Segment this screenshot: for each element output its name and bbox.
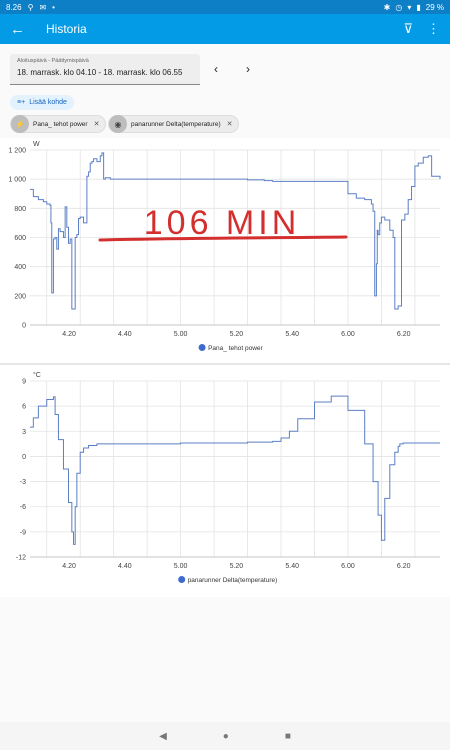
x-tick-label: 4.40 [118,563,132,570]
x-tick-label: 4.20 [62,331,76,338]
date-range-value: 18. marrask. klo 04.10 - 18. marrask. kl… [17,68,183,77]
legend-swatch[interactable] [178,576,186,583]
date-range-field[interactable]: Aloituspäivä - Päättymispäivä 18. marras… [10,54,200,85]
y-tick-label: 400 [14,264,26,271]
back-arrow-icon[interactable]: ← [10,20,25,38]
remove-chip-icon[interactable]: ✕ [93,121,100,128]
temperature-chart: °C -12 -9 -6 -3 0 3 6 9 4.20 4.40 5.00 5.20 5.40 6.00 6… [16,371,440,584]
y-tick-label: -6 [20,504,26,511]
entity-chip-power[interactable]: ⚡ Pana_ tehot power ✕ [10,115,107,133]
add-entity-label: Lisää kohde [29,99,67,106]
power-chart-card: W 0 200 400 600 800 1 000 1 200 4.20 4.40 5.00 5.20… [0,138,450,363]
y-axis-unit: °C [33,371,41,379]
wifi-icon: ▾ [407,2,412,12]
entity-chip-temperature[interactable]: ◉ panarunner Delta(temperature) ✕ [108,115,240,133]
entity-chip-label: panarunner Delta(temperature) [131,120,221,128]
nav-home-icon[interactable]: ● [222,730,229,742]
x-tick-label: 5.40 [285,563,299,570]
y-tick-label: 600 [14,235,26,242]
x-tick-label: 5.40 [285,331,299,338]
add-entity-button[interactable]: ≡+ Lisää kohde [10,95,74,110]
entity-chip-label: Pana_ tehot power [33,120,88,128]
bluetooth-icon: ✱ [383,2,391,12]
eye-icon: ◉ [109,115,127,133]
x-tick-label: 6.00 [341,331,355,338]
x-tick-label: 5.00 [174,563,188,570]
nav-recents-icon[interactable]: ■ [284,730,291,742]
x-tick-label: 5.20 [230,563,244,570]
y-tick-label: -12 [16,555,26,562]
x-tick-label: 5.00 [174,331,188,338]
y-tick-label: 0 [22,454,26,461]
notification-dot-icon: • [52,2,55,12]
battery-icon: ▮ [416,2,421,12]
y-tick-label: 6 [22,404,26,411]
legend-label[interactable]: panarunner Delta(temperature) [188,577,278,584]
y-tick-label: 1 200 [8,148,26,155]
y-tick-label: -3 [20,479,26,486]
x-tick-label: 6.20 [397,563,411,570]
power-chart: W 0 200 400 600 800 1 000 1 200 4.20 4.40 5.00 5.20… [8,141,441,352]
x-tick-label: 4.40 [118,331,132,338]
x-tick-label: 6.20 [397,331,411,338]
status-time: 8.26 [6,2,22,12]
series-line [30,152,441,310]
message-icon: ✉ [39,2,47,12]
legend-swatch[interactable] [198,344,206,351]
annotation-text: 106 MIN [144,204,301,242]
more-menu-icon[interactable]: ⋮ [427,21,440,36]
annotation-underline [98,235,348,242]
y-tick-label: 1 000 [8,177,26,184]
y-tick-label: 0 [22,323,26,330]
location-icon: ⚲ [27,2,34,12]
flash-icon: ⚡ [11,115,29,133]
y-tick-label: 800 [14,206,26,213]
y-axis-unit: W [33,141,40,148]
divider [0,363,450,365]
alarm-icon: ◷ [395,2,403,12]
battery-level: 29 % [425,2,444,12]
x-tick-label: 6.00 [341,563,355,570]
date-range-label: Aloituspäivä - Päättymispäivä [17,58,89,64]
y-tick-label: 9 [22,379,26,386]
next-range-icon[interactable]: › [246,62,250,76]
nav-back-icon[interactable]: ◀ [159,730,167,742]
x-tick-label: 5.20 [230,331,244,338]
page-title: Historia [46,22,87,36]
system-nav-bar: ◀ ● ■ [0,722,450,750]
add-list-icon: ≡+ [17,99,26,106]
x-tick-label: 4.20 [62,563,76,570]
status-bar: 8.26 ⚲ ✉ • ✱ ◷ ▾ ▮ 29 % [0,0,450,14]
clear-filter-icon[interactable]: ⊽ [403,21,413,36]
legend-label[interactable]: Pana_ tehot power [208,345,263,352]
y-tick-label: 200 [14,293,26,300]
temperature-chart-card: °C -12 -9 -6 -3 0 3 6 9 4.20 4.40 5.00 5.20 5.40 6.00 6… [0,365,450,597]
series-line [30,395,440,545]
remove-chip-icon[interactable]: ✕ [226,121,233,128]
previous-range-icon[interactable]: ‹ [214,62,218,76]
app-bar: ← Historia ⊽ ⋮ [0,14,450,44]
y-tick-label: 3 [22,429,26,436]
y-tick-label: -9 [20,529,26,536]
